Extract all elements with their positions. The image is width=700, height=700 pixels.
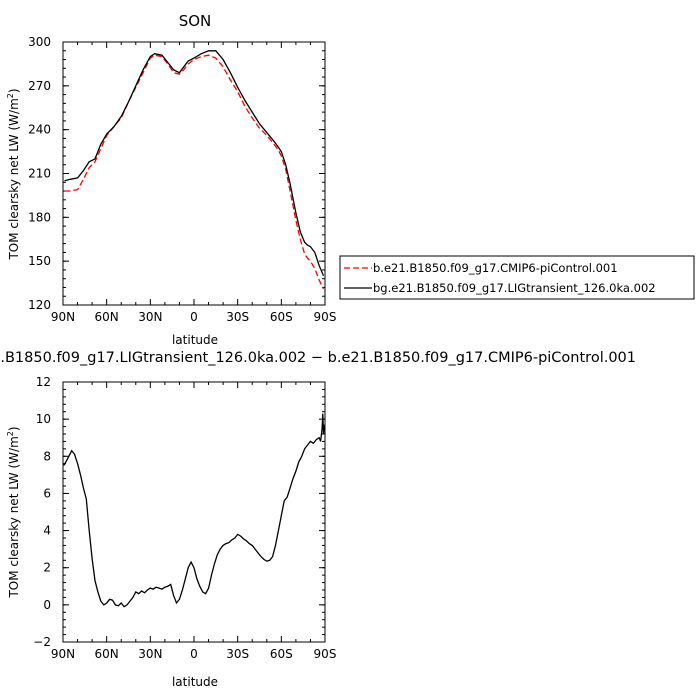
y-tick-label: 10 (36, 412, 51, 426)
series-line-2 (64, 50, 325, 277)
x-tick-label: 0 (190, 647, 198, 661)
x-tick-label: 30S (226, 647, 249, 661)
y-tick-label: 210 (28, 167, 51, 181)
y-tick-label: 12 (36, 375, 51, 389)
x-tick-label: 60N (95, 647, 119, 661)
y-tick-label: 180 (28, 210, 51, 224)
top-x-axis-label: latitude (172, 333, 218, 347)
x-tick-label: 60S (270, 647, 293, 661)
y-tick-label: 0 (43, 598, 51, 612)
legend-label-2: bg.e21.B1850.f09_g17.LIGtransient_126.0k… (373, 281, 656, 295)
x-tick-label: 30S (226, 310, 249, 324)
y-tick-label: 120 (28, 298, 51, 312)
legend-box (339, 255, 695, 300)
top-y-axis-label: TOM clearsky net LW (W/m2) (6, 88, 21, 260)
x-tick-label: 30N (138, 647, 162, 661)
y-tick-label: 6 (43, 486, 51, 500)
x-tick-label: 90N (51, 310, 75, 324)
legend-label-1: b.e21.B1850.f09_g17.CMIP6-piControl.001 (373, 261, 618, 275)
bottom-panel: bg.e21.B1850.f09_g17.LIGtransient_126.0k… (0, 350, 636, 689)
bottom-plot-area: 90N 60N 30N 0 30S 60S 90S −2 0 2 4 6 8 10 12 (33, 375, 336, 661)
bottom-panel-title: bg.e21.B1850.f09_g17.LIGtransient_126.0k… (0, 350, 636, 366)
bottom-y-axis-label: TOM clearsky net LW (W/m2) (6, 426, 21, 598)
x-tick-label: 90S (314, 310, 337, 324)
x-tick-label: 0 (190, 310, 198, 324)
x-tick-label: 90S (314, 647, 337, 661)
y-tick-label: 270 (28, 79, 51, 93)
bottom-x-axis-label: latitude (172, 675, 218, 689)
x-tick-label: 30N (138, 310, 162, 324)
x-tick-label: 60N (95, 310, 119, 324)
y-tick-label: 8 (43, 449, 51, 463)
plot-frame (62, 41, 326, 306)
y-tick-label: 240 (28, 123, 51, 137)
top-panel: SON 90N 60N 30N 0 30S 60S 90S 120 150 180 210 240 27… (6, 12, 695, 347)
y-tick-label: −2 (33, 635, 51, 649)
y-tick-label: 300 (28, 35, 51, 49)
y-tick-label: 4 (43, 524, 51, 538)
x-tick-label: 60S (270, 310, 293, 324)
top-plot-area: 90N 60N 30N 0 30S 60S 90S 120 150 180 210 240 270 300 (28, 35, 336, 324)
top-panel-title: SON (179, 12, 212, 30)
y-tick-label: 2 (43, 561, 51, 575)
series-line-1 (63, 413, 325, 608)
legend: b.e21.B1850.f09_g17.CMIP6-piControl.001b… (339, 255, 695, 300)
x-tick-label: 90N (51, 647, 75, 661)
series-line-1 (64, 54, 325, 290)
y-tick-label: 150 (28, 254, 51, 268)
